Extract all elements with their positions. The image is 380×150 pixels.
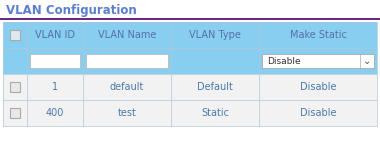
Bar <box>262 54 374 68</box>
Text: Default: Default <box>197 82 233 92</box>
Bar <box>10 30 20 40</box>
Bar <box>10 108 20 118</box>
Text: Disable: Disable <box>267 57 301 66</box>
Text: VLAN Name: VLAN Name <box>98 30 156 40</box>
Text: Static: Static <box>201 108 229 118</box>
Text: default: default <box>110 82 144 92</box>
Bar <box>3 22 377 48</box>
Bar <box>86 54 168 68</box>
Bar <box>10 82 20 92</box>
Text: Make Static: Make Static <box>290 30 347 40</box>
Text: VLAN Type: VLAN Type <box>189 30 241 40</box>
Bar <box>3 74 377 100</box>
Text: 400: 400 <box>46 108 64 118</box>
Bar <box>3 48 377 74</box>
Text: 1: 1 <box>52 82 58 92</box>
Bar <box>3 100 377 126</box>
Text: Disable: Disable <box>300 108 336 118</box>
Text: Disable: Disable <box>300 82 336 92</box>
Text: test: test <box>117 108 136 118</box>
Text: VLAN Configuration: VLAN Configuration <box>6 4 137 17</box>
Text: ⌄: ⌄ <box>363 56 371 66</box>
Text: VLAN ID: VLAN ID <box>35 30 75 40</box>
Bar <box>30 54 80 68</box>
